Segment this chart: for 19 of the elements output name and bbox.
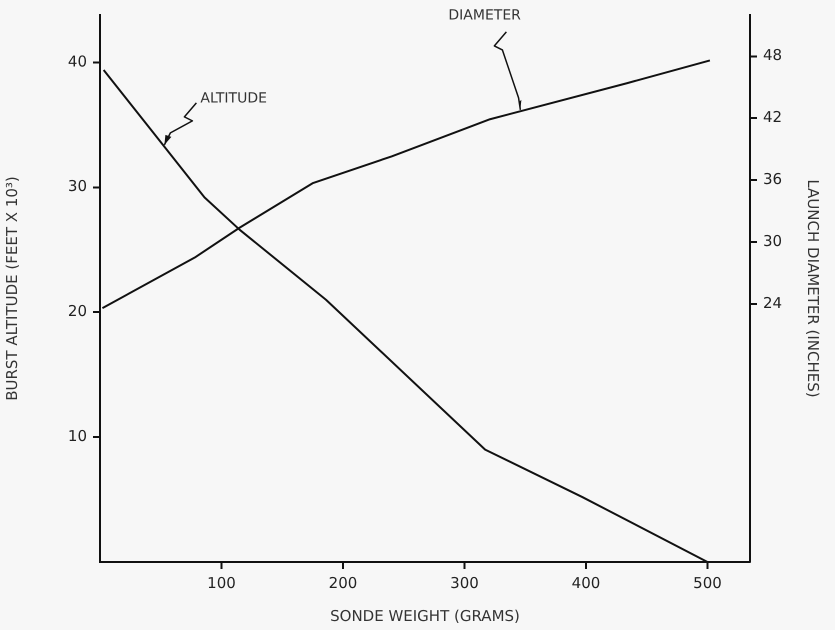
y2-tick-label: 48	[763, 46, 782, 64]
y2-axis-title: LAUNCH DIAMETER (INCHES)	[804, 179, 822, 398]
y2-tick-label: 42	[763, 108, 782, 126]
x-tick-label: 300	[450, 574, 479, 592]
y-axis-title: BURST ALTITUDE (FEET X 10³)	[2, 176, 21, 401]
y-tick-label: 40	[68, 52, 87, 70]
x-tick-label: 400	[572, 574, 600, 592]
x-tick-label: 200	[328, 574, 358, 592]
y-tick-label: 10	[68, 427, 87, 446]
y-tick-label: 30	[68, 177, 87, 196]
y2-tick-label: 36	[763, 170, 782, 188]
y2-tick-label: 24	[763, 294, 782, 312]
annotation: ALTITUDE	[200, 90, 267, 107]
y2-tick-label: 30	[763, 232, 782, 250]
annotation: DIAMETER	[448, 8, 522, 24]
x-axis-title: SONDE WEIGHT (GRAMS)	[330, 606, 520, 625]
x-tick-label: 100	[207, 574, 236, 592]
y-tick-label: 20	[68, 302, 87, 320]
x-tick-label: 500	[693, 574, 722, 592]
